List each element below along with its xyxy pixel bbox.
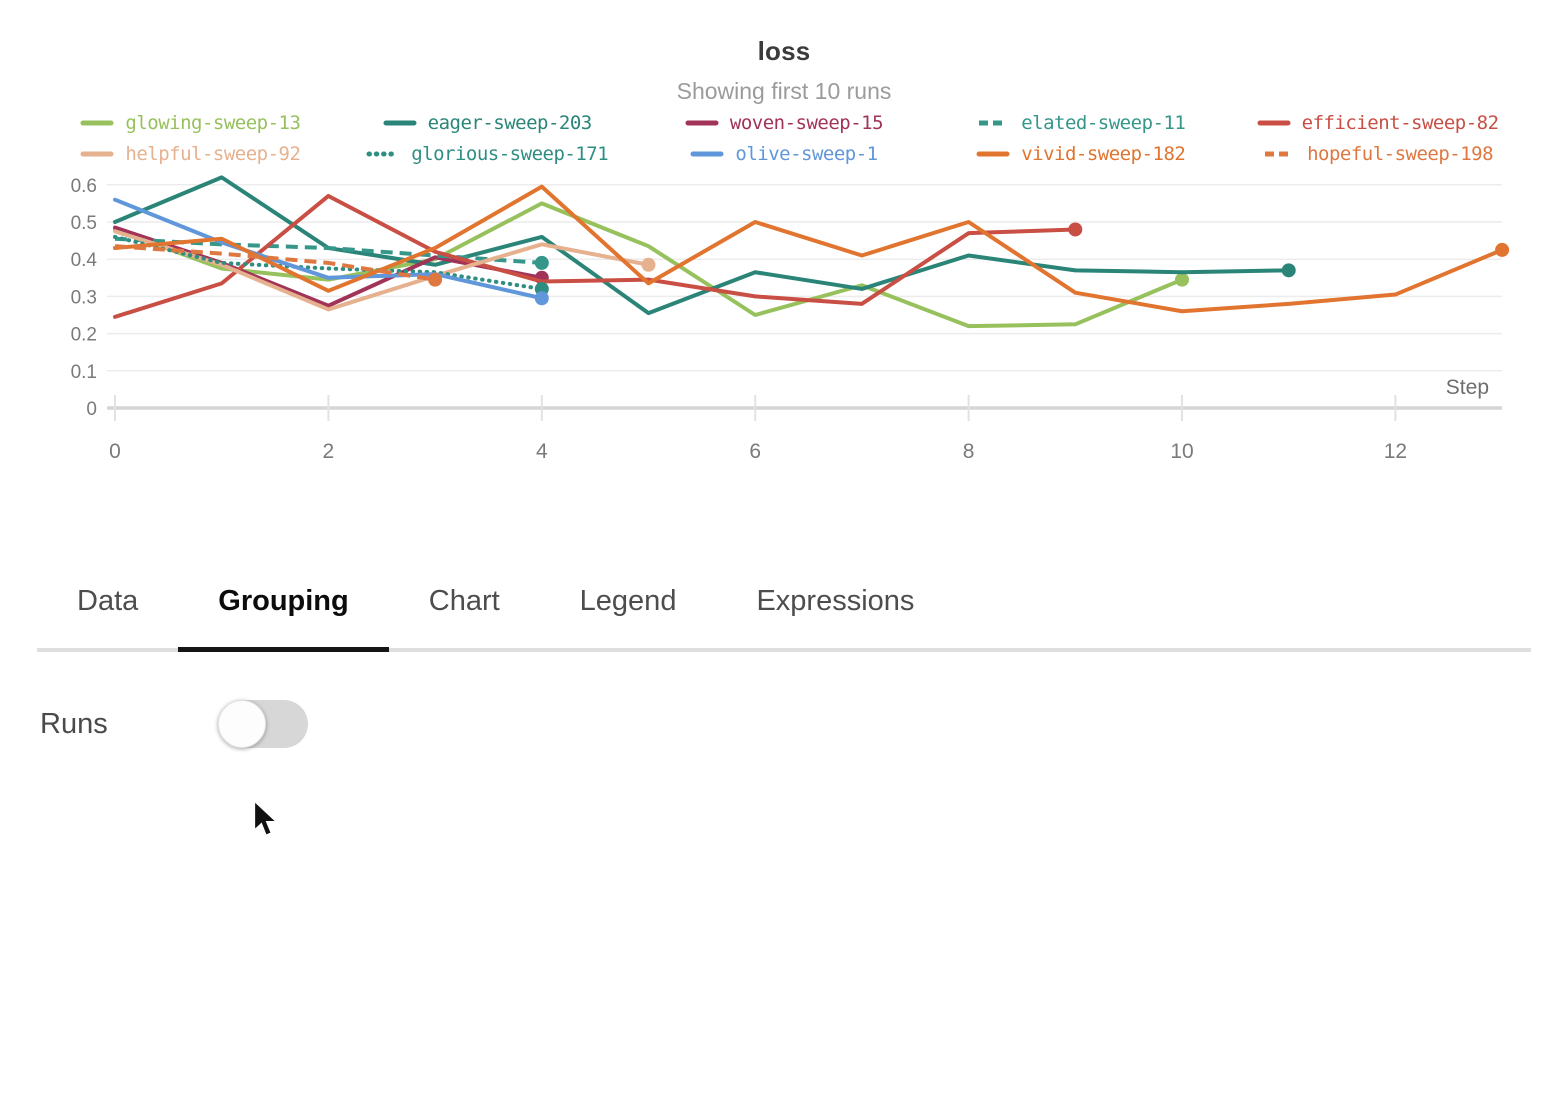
x-tick-label: 10 [1170, 440, 1193, 463]
legend-swatch [979, 120, 1008, 125]
y-tick-label: 0.5 [71, 213, 97, 234]
legend-item-vivid-sweep-182[interactable]: vivid-sweep-182 [932, 139, 1229, 168]
series-endpoint-olive-sweep-1 [534, 291, 549, 306]
legend-label: olive-sweep-1 [735, 142, 878, 165]
legend-item-woven-sweep-15[interactable]: woven-sweep-15 [636, 108, 933, 137]
legend-swatch [976, 151, 1010, 156]
chart-legend: glowing-sweep-13 eager-sweep-203 woven-swe… [42, 108, 1526, 168]
legend-swatch [366, 151, 400, 156]
legend-swatch [1265, 151, 1294, 156]
x-axis-label: Step [1446, 376, 1489, 399]
legend-item-eager-sweep-203[interactable]: eager-sweep-203 [339, 108, 636, 137]
series-line-vivid-sweep-182 [113, 184, 1505, 314]
legend-label: woven-sweep-15 [729, 111, 884, 134]
legend-item-glorious-sweep-171[interactable]: glorious-sweep-171 [339, 139, 636, 168]
x-tick-label: 6 [749, 440, 761, 463]
legend-swatch [80, 120, 114, 125]
legend-label: glorious-sweep-171 [411, 142, 609, 165]
legend-label: glowing-sweep-13 [125, 111, 301, 134]
series-line-elated-sweep-11 [114, 236, 542, 265]
legend-swatch [80, 151, 114, 156]
runs-row: Runs [40, 700, 308, 748]
legend-item-hopeful-sweep-198[interactable]: hopeful-sweep-198 [1229, 139, 1526, 168]
y-tick-label: 0.1 [71, 362, 97, 383]
toggle-knob[interactable] [217, 700, 266, 748]
series-endpoint-helpful-sweep-92 [641, 257, 656, 272]
y-tick-label: 0 [86, 399, 97, 420]
x-tick-label: 12 [1384, 440, 1407, 463]
series-endpoint-efficient-sweep-82 [1068, 222, 1083, 237]
legend-swatch [1257, 120, 1291, 125]
y-tick-label: 0.2 [71, 325, 97, 346]
runs-toggle[interactable] [217, 700, 308, 748]
x-tick-label: 4 [536, 440, 548, 463]
mouse-cursor [253, 800, 279, 837]
y-tick-label: 0.6 [71, 176, 97, 197]
legend-item-olive-sweep-1[interactable]: olive-sweep-1 [636, 139, 933, 168]
series-line-glowing-sweep-13 [113, 201, 1184, 329]
y-tick-label: 0.4 [71, 250, 98, 271]
loss-chart[interactable]: 0 2 4 6 8 10 12 0 0.1 0.2 0.3 0.4 0.5 0.6 Step [0, 0, 1568, 480]
legend-swatch [690, 151, 724, 156]
tab-data[interactable]: Data [77, 585, 139, 617]
legend-swatch [685, 120, 719, 125]
chart-title: loss [757, 36, 811, 66]
loss-chart-panel: 0 2 4 6 8 10 12 0 0.1 0.2 0.3 0.4 0.5 0.6 Step loss Sh… [0, 0, 1568, 480]
y-tick-label: 0.3 [71, 287, 97, 308]
tab-expressions[interactable]: Expressions [756, 585, 915, 617]
series-line-efficient-sweep-82 [113, 193, 1078, 319]
chart-subtitle: Showing first 10 runs [676, 78, 892, 104]
legend-swatch [383, 120, 417, 125]
legend-item-efficient-sweep-82[interactable]: efficient-sweep-82 [1229, 108, 1526, 137]
series-line-glorious-sweep-171 [113, 234, 544, 291]
tab-grouping[interactable]: Grouping [178, 565, 390, 652]
x-tick-label: 8 [963, 440, 975, 463]
series-endpoint-hopeful-sweep-198 [428, 272, 443, 287]
x-tick-label: 0 [109, 440, 121, 463]
legend-label: hopeful-sweep-198 [1307, 142, 1494, 165]
tab-bar: Data Grouping Chart Legend Expressions [37, 565, 1531, 652]
legend-label: efficient-sweep-82 [1301, 111, 1499, 134]
tab-chart[interactable]: Chart [428, 585, 500, 617]
runs-label: Runs [40, 707, 108, 740]
legend-item-glowing-sweep-13[interactable]: glowing-sweep-13 [42, 108, 339, 137]
series-endpoint-eager-sweep-203 [1281, 263, 1296, 278]
series-line-eager-sweep-203 [113, 175, 1291, 316]
series-endpoint-vivid-sweep-182 [1495, 242, 1510, 257]
series-endpoint-elated-sweep-11 [534, 255, 549, 270]
series-line-hopeful-sweep-198 [114, 244, 436, 282]
tab-legend[interactable]: Legend [579, 585, 677, 617]
legend-label: elated-sweep-11 [1021, 111, 1186, 134]
series-line-olive-sweep-1 [113, 197, 544, 301]
legend-item-elated-sweep-11[interactable]: elated-sweep-11 [932, 108, 1229, 137]
legend-label: vivid-sweep-182 [1021, 142, 1186, 165]
legend-label: eager-sweep-203 [427, 111, 593, 134]
legend-label: helpful-sweep-92 [125, 142, 301, 165]
legend-item-helpful-sweep-92[interactable]: helpful-sweep-92 [42, 139, 339, 168]
series-endpoint-glowing-sweep-13 [1175, 272, 1189, 287]
x-tick-label: 2 [323, 440, 335, 463]
